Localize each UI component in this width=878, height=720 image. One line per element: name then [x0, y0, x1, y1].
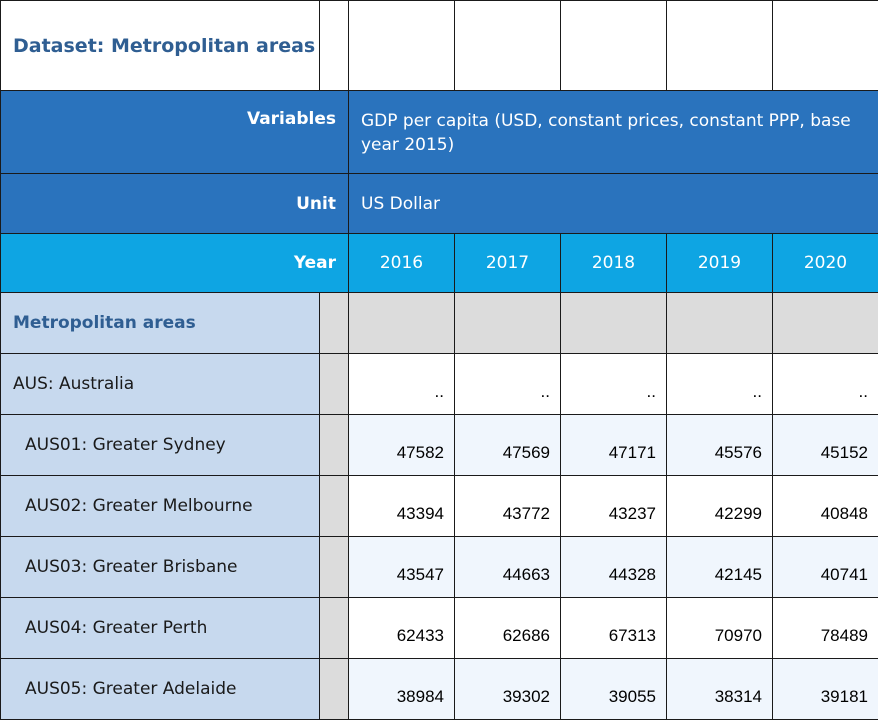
unit-label: Unit: [1, 174, 349, 234]
blank-cell: [561, 293, 667, 354]
blank-cell: [773, 293, 878, 354]
value-cell: 78489: [773, 598, 878, 659]
gap-cell: [320, 293, 349, 354]
value-cell: 47582: [349, 415, 455, 476]
table-row: AUS05: Greater Adelaide 38984 39302 3905…: [1, 659, 878, 720]
value-cell: 43237: [561, 476, 667, 537]
unit-value: US Dollar: [349, 174, 878, 234]
row-label: AUS02: Greater Melbourne: [1, 476, 320, 537]
value-cell: 39302: [455, 659, 561, 720]
value-cell: 43547: [349, 537, 455, 598]
value-cell: 62686: [455, 598, 561, 659]
value-cell: ..: [773, 354, 878, 415]
gap-cell: [320, 659, 349, 720]
dataset-row: Dataset: Metropolitan areas: [1, 1, 878, 91]
blank-cell: [320, 1, 349, 91]
value-cell: 40741: [773, 537, 878, 598]
value-cell: 38314: [667, 659, 773, 720]
table-row: AUS01: Greater Sydney 47582 47569 47171 …: [1, 415, 878, 476]
section-label: Metropolitan areas: [1, 293, 320, 354]
gap-cell: [320, 415, 349, 476]
row-label: AUS03: Greater Brisbane: [1, 537, 320, 598]
blank-cell: [455, 293, 561, 354]
year-row: Year 2016 2017 2018 2019 2020: [1, 234, 878, 293]
value-cell: 67313: [561, 598, 667, 659]
year-header-cell: 2016: [349, 234, 455, 293]
variables-label: Variables: [1, 91, 349, 174]
value-cell: 45152: [773, 415, 878, 476]
variables-value: GDP per capita (USD, constant prices, co…: [349, 91, 878, 174]
blank-cell: [561, 1, 667, 91]
blank-cell: [349, 293, 455, 354]
value-cell: 43772: [455, 476, 561, 537]
gap-cell: [320, 598, 349, 659]
blank-cell: [773, 1, 878, 91]
row-label: AUS04: Greater Perth: [1, 598, 320, 659]
value-cell: 39181: [773, 659, 878, 720]
blank-cell: [455, 1, 561, 91]
year-header-cell: 2020: [773, 234, 878, 293]
value-cell: 42299: [667, 476, 773, 537]
year-header-cell: 2017: [455, 234, 561, 293]
dataset-title: Dataset: Metropolitan areas: [1, 1, 320, 91]
blank-cell: [667, 1, 773, 91]
value-cell: 42145: [667, 537, 773, 598]
value-cell: 38984: [349, 659, 455, 720]
row-label: AUS: Australia: [1, 354, 320, 415]
gap-cell: [320, 354, 349, 415]
value-cell: ..: [561, 354, 667, 415]
value-cell: 44663: [455, 537, 561, 598]
blank-cell: [667, 293, 773, 354]
table-row: AUS02: Greater Melbourne 43394 43772 432…: [1, 476, 878, 537]
value-cell: ..: [667, 354, 773, 415]
gap-cell: [320, 476, 349, 537]
value-cell: 70970: [667, 598, 773, 659]
value-cell: 39055: [561, 659, 667, 720]
row-label: AUS05: Greater Adelaide: [1, 659, 320, 720]
value-cell: 45576: [667, 415, 773, 476]
section-row: Metropolitan areas: [1, 293, 878, 354]
table-row: AUS04: Greater Perth 62433 62686 67313 7…: [1, 598, 878, 659]
value-cell: 40848: [773, 476, 878, 537]
table-row: AUS: Australia .. .. .. .. ..: [1, 354, 878, 415]
value-cell: 47569: [455, 415, 561, 476]
gap-cell: [320, 537, 349, 598]
year-header-cell: 2018: [561, 234, 667, 293]
value-cell: 43394: [349, 476, 455, 537]
table-row: AUS03: Greater Brisbane 43547 44663 4432…: [1, 537, 878, 598]
value-cell: ..: [349, 354, 455, 415]
blank-cell: [349, 1, 455, 91]
value-cell: 62433: [349, 598, 455, 659]
value-cell: ..: [455, 354, 561, 415]
row-label: AUS01: Greater Sydney: [1, 415, 320, 476]
year-header-cell: 2019: [667, 234, 773, 293]
value-cell: 47171: [561, 415, 667, 476]
value-cell: 44328: [561, 537, 667, 598]
unit-row: Unit US Dollar: [1, 174, 878, 234]
variables-row: Variables GDP per capita (USD, constant …: [1, 91, 878, 174]
year-label: Year: [1, 234, 349, 293]
